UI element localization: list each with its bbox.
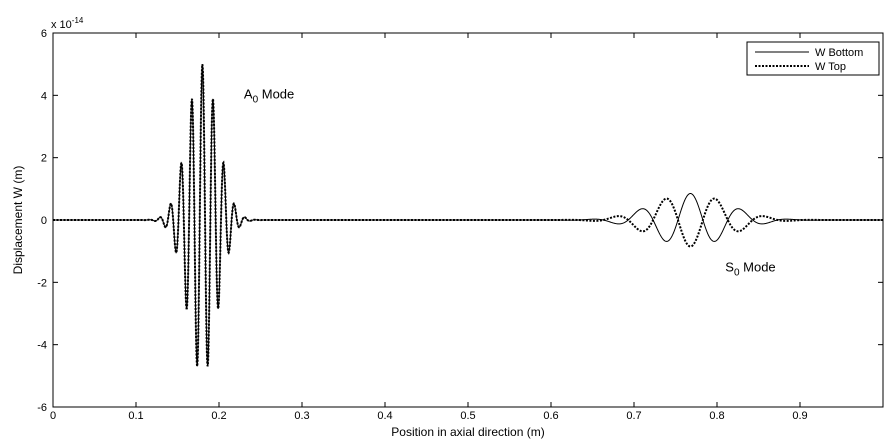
series-group	[53, 64, 883, 367]
legend-label-w-top: W Top	[815, 61, 846, 73]
y-tick-label: 2	[41, 153, 47, 165]
ticks-group: 0 0.1 0.2 0.3 0.4 0.5 0.6 0.7 0.8 0.9 -6 -4 -2 0 2 4 6	[37, 28, 883, 422]
x-tick-label: 0.5	[460, 410, 475, 422]
x-tick-label: 0.1	[128, 410, 143, 422]
y-tick-label: -4	[37, 340, 47, 352]
legend-label-w-bottom: W Bottom	[815, 47, 863, 59]
y-tick-label: 4	[41, 90, 47, 102]
series-line-w-top	[53, 64, 883, 367]
y-tick-label: -2	[37, 277, 47, 289]
x-tick-label: 0.4	[377, 410, 392, 422]
x-tick-label: 0.6	[543, 410, 558, 422]
x-tick-label: 0.8	[709, 410, 724, 422]
y-tick-label: -6	[37, 402, 47, 414]
x-tick-label: 0.7	[626, 410, 641, 422]
y-multiplier-base: x 10	[51, 19, 72, 31]
annotation-a0-mode: A0 Mode	[244, 86, 294, 105]
legend: W Bottom W Top	[746, 41, 880, 76]
x-tick-label: 0	[50, 410, 56, 422]
x-tick-label: 0.3	[294, 410, 309, 422]
y-tick-label: 0	[41, 215, 47, 227]
x-tick-label: 0.2	[211, 410, 226, 422]
annotation-s0-mode: S0 Mode	[725, 259, 775, 278]
y-axis-multiplier: x 10-14	[51, 16, 84, 31]
y-multiplier-exponent: -14	[72, 16, 84, 25]
annotations-group: A0 Mode S0 Mode	[244, 86, 776, 278]
y-tick-label: 6	[41, 28, 47, 40]
legend-box	[746, 41, 880, 76]
y-axis-label: Displacement W (m)	[11, 166, 25, 275]
x-tick-label: 0.9	[792, 410, 807, 422]
x-axis-label: Position in axial direction (m)	[391, 425, 544, 439]
